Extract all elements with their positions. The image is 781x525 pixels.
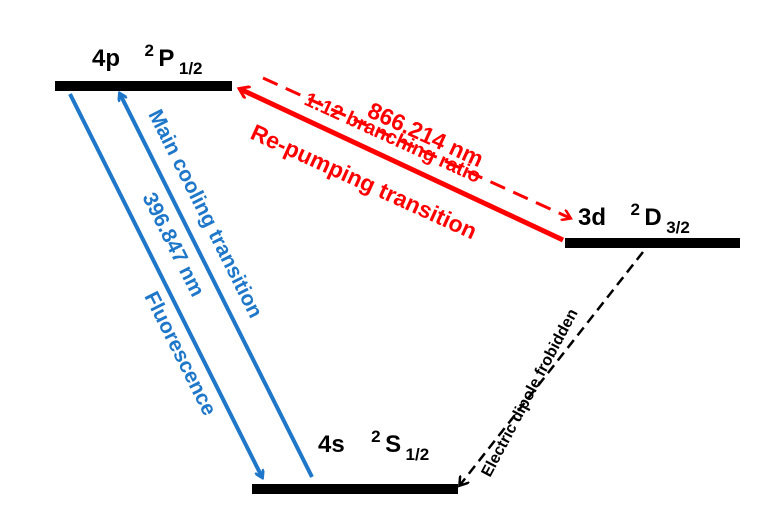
level-4s-label: 4s 2 S 1/2	[318, 427, 429, 464]
forbidden-dashed-arrow	[460, 251, 644, 485]
level-4p-label: 4p 2 P 1/2	[92, 41, 203, 78]
forbidden-label: Electric dipole frobidden	[479, 306, 582, 480]
level-3d-label: 3d 2 D 3/2	[578, 200, 690, 237]
branching-dashed-arrow	[262, 76, 570, 218]
repump-arrow	[240, 89, 565, 243]
fluorescence-arrow	[68, 93, 262, 477]
fluorescence-label: Fluorescence	[140, 288, 221, 419]
cooling-arrow	[120, 94, 314, 478]
